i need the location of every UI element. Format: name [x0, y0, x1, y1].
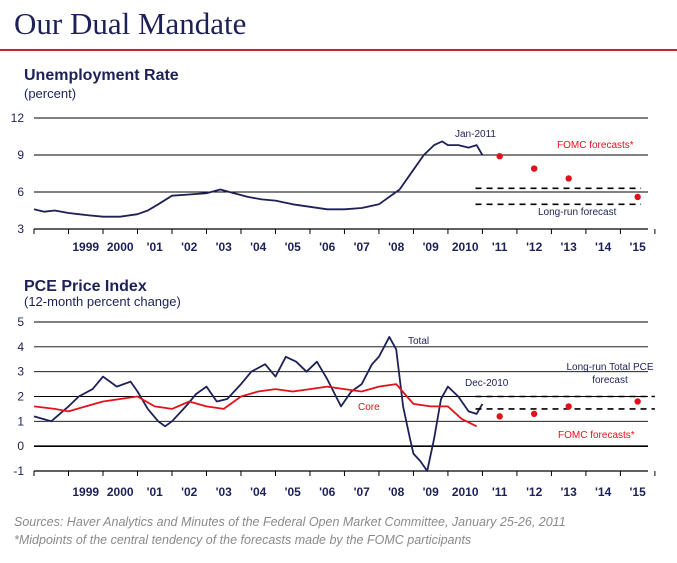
footnote: *Midpoints of the central tendency of th…	[14, 533, 472, 547]
pce-x-axis: 1999 2000 '01 '02 '03 '04 '05 '06 '07 '08 '09 2010 '…	[33, 470, 656, 499]
x-tick-label: '05	[285, 485, 302, 499]
x-tick-label: '15	[630, 240, 647, 254]
unemployment-long-run-label: Long-run forecast	[538, 207, 617, 218]
title-rule	[0, 49, 677, 51]
forecast-dot	[530, 165, 538, 172]
x-tick-label: '04	[250, 485, 267, 499]
unemployment-forecast-label: FOMC forecasts*	[557, 140, 634, 151]
x-tick-label: 2010	[452, 240, 479, 254]
x-tick-label: '02	[181, 240, 198, 254]
y-tick-label: 1	[17, 414, 24, 428]
unemployment-subtitle: (percent)	[24, 86, 76, 101]
y-tick-label: 4	[17, 340, 24, 354]
y-tick-label: 12	[11, 111, 25, 125]
x-tick-label: '09	[423, 240, 440, 254]
x-tick-label: '01	[147, 485, 164, 499]
forecast-dot	[634, 193, 641, 201]
y-tick-label: 5	[17, 315, 24, 329]
x-tick-label: '03	[216, 240, 233, 254]
pce-subtitle: (12-month percent change)	[24, 294, 181, 309]
x-tick-label: 2000	[107, 485, 134, 499]
x-tick-label: '06	[319, 240, 336, 254]
unemployment-title: Unemployment Rate	[24, 67, 179, 84]
y-tick-label: 9	[17, 148, 24, 162]
page-title: Our Dual Mandate	[14, 6, 247, 41]
pce-series	[33, 335, 484, 472]
x-tick-label: '05	[285, 240, 302, 254]
x-tick-label: '13	[561, 485, 578, 499]
jan-2011-annotation: Jan-2011	[455, 129, 496, 140]
x-tick-label: '08	[388, 240, 405, 254]
y-tick-label: 2	[17, 390, 24, 404]
unemployment-y-axis: 3 6 9 12	[11, 111, 25, 236]
pce-title: PCE Price Index	[24, 278, 147, 295]
unemployment-long-run-lines	[475, 187, 642, 206]
y-tick-label: 6	[17, 185, 24, 199]
y-tick-label: 3	[17, 365, 24, 379]
x-tick-label: '09	[423, 485, 440, 499]
total-series-line	[33, 335, 484, 472]
forecast-dot	[565, 175, 572, 182]
x-tick-label: '13	[561, 240, 578, 254]
pce-y-axis: -1 0 1 2 3 4 5	[13, 315, 24, 478]
y-tick-label: 3	[17, 222, 24, 236]
x-tick-label: '08	[388, 485, 405, 499]
x-tick-label: '03	[216, 485, 233, 499]
forecast-dot	[496, 153, 503, 160]
unemployment-x-axis: 1999 2000 '01 '02 '03 '04 '05 '06 '07 '08 '09 2010 '…	[33, 228, 656, 254]
series-line	[33, 140, 484, 218]
x-tick-label: '11	[492, 240, 508, 254]
dec-2010-annotation: Dec-2010	[465, 378, 509, 389]
forecast-dot	[634, 398, 641, 405]
forecast-dot	[496, 413, 503, 420]
pce-long-run-label-line1: Long-run Total PCE	[566, 362, 653, 373]
x-tick-label: '12	[526, 485, 543, 499]
y-tick-label: -1	[13, 464, 24, 478]
x-tick-label: '07	[354, 485, 371, 499]
pce-long-run-lines	[475, 395, 655, 410]
total-series-label: Total	[408, 336, 429, 347]
x-tick-label: 2010	[452, 485, 479, 499]
pce-forecast-dots	[496, 398, 641, 420]
x-tick-label: '12	[526, 240, 543, 254]
x-tick-label: '11	[492, 485, 508, 499]
x-tick-label: '14	[595, 485, 612, 499]
x-tick-label: '04	[250, 240, 267, 254]
x-tick-label: '14	[595, 240, 612, 254]
forecast-dot	[530, 410, 538, 418]
x-tick-label: 1999	[72, 485, 99, 499]
x-tick-label: '15	[630, 485, 647, 499]
x-tick-label: '07	[354, 240, 371, 254]
x-tick-label: '06	[319, 485, 336, 499]
x-tick-label: '01	[147, 240, 164, 254]
pce-long-run-label-line2: forecast	[592, 375, 628, 386]
sources-note: Sources: Haver Analytics and Minutes of …	[14, 515, 566, 529]
forecast-dot	[565, 403, 572, 410]
x-tick-label: '02	[181, 485, 198, 499]
x-tick-label: 2000	[107, 240, 134, 254]
x-tick-label: 1999	[72, 240, 99, 254]
unemployment-series	[33, 140, 484, 218]
y-tick-label: 0	[17, 439, 24, 453]
unemployment-forecast-dots	[496, 153, 641, 201]
core-series-line	[33, 383, 478, 428]
pce-forecast-label: FOMC forecasts*	[558, 430, 635, 441]
core-series-label: Core	[358, 402, 380, 413]
